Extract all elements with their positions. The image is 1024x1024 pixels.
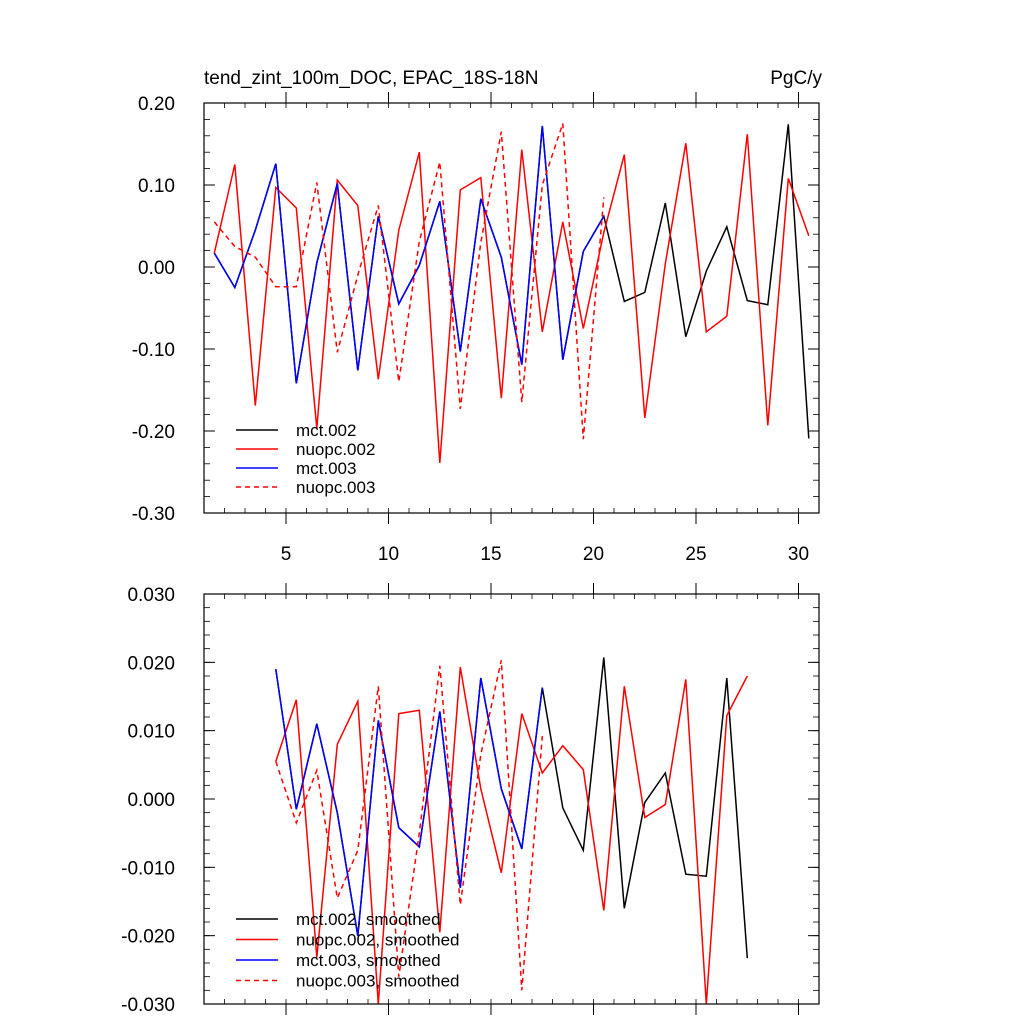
top-y-tick-label: 0.20 — [138, 94, 175, 115]
top-legend-label: nuopc.003 — [296, 478, 375, 497]
top-legend-label: mct.003 — [296, 459, 356, 478]
top-panel: tend_zint_100m_DOC, EPAC_18S-18N PgC/y 0… — [132, 68, 823, 565]
bottom-y-tick-label: -0.010 — [121, 858, 175, 879]
bottom-legend-label: mct.002, smoothed — [296, 910, 441, 929]
top-series-lines — [213, 123, 810, 464]
bottom-legend: mct.002, smoothed nuopc.002, smoothedmct.… — [236, 910, 460, 991]
bottom-series-nuopc-002-smoothed — [275, 666, 748, 1004]
top-y-tick-label: -0.20 — [132, 422, 175, 443]
bottom-series-lines — [275, 657, 749, 1004]
top-series-nuopc-003 — [213, 123, 605, 440]
top-axes-ticks: 0.20 0.10 0.00 -0.10 -0.20 -0.30 5 10 15 20 25 30 — [132, 92, 820, 565]
top-x-tick-label: 30 — [788, 544, 809, 565]
bottom-legend-label: nuopc.002, smoothed — [296, 931, 460, 950]
bottom-plot-frame — [203, 593, 820, 1005]
bottom-series-mct-003-smoothed — [275, 669, 544, 936]
top-x-tick-label: 25 — [685, 544, 706, 565]
bottom-series-nuopc-003-smoothed — [275, 660, 544, 991]
top-legend-label: mct.002 — [296, 421, 356, 440]
bottom-y-tick-label: 0.020 — [127, 653, 175, 674]
top-y-tick-label: 0.00 — [138, 258, 175, 279]
top-series-mct-003 — [213, 125, 605, 384]
units-label: PgC/y — [770, 68, 822, 89]
bottom-y-tick-label: 0.010 — [127, 722, 175, 743]
top-y-tick-label: -0.10 — [132, 340, 175, 361]
bottom-y-tick-label: -0.030 — [121, 995, 175, 1016]
bottom-legend-label: nuopc.003, smoothed — [296, 972, 460, 991]
top-y-tick-label: 0.10 — [138, 176, 175, 197]
top-x-tick-label: 15 — [480, 544, 501, 565]
bottom-panel: 0.030 0.020 0.010 0.000 -0.010 -0.020 -0.030 m… — [121, 583, 820, 1016]
top-x-tick-label: 10 — [378, 544, 399, 565]
bottom-legend-label: mct.003, smoothed — [296, 951, 441, 970]
top-x-tick-label: 5 — [281, 544, 292, 565]
bottom-y-tick-label: 0.030 — [127, 585, 175, 606]
top-plot-frame — [203, 102, 820, 514]
bottom-y-tick-label: 0.000 — [127, 790, 175, 811]
top-x-tick-label: 20 — [583, 544, 604, 565]
top-y-tick-label: -0.30 — [132, 504, 175, 525]
bottom-y-tick-label: -0.020 — [121, 927, 175, 948]
chart-title: tend_zint_100m_DOC, EPAC_18S-18N — [204, 68, 538, 89]
top-legend-label: nuopc.002 — [296, 440, 375, 459]
